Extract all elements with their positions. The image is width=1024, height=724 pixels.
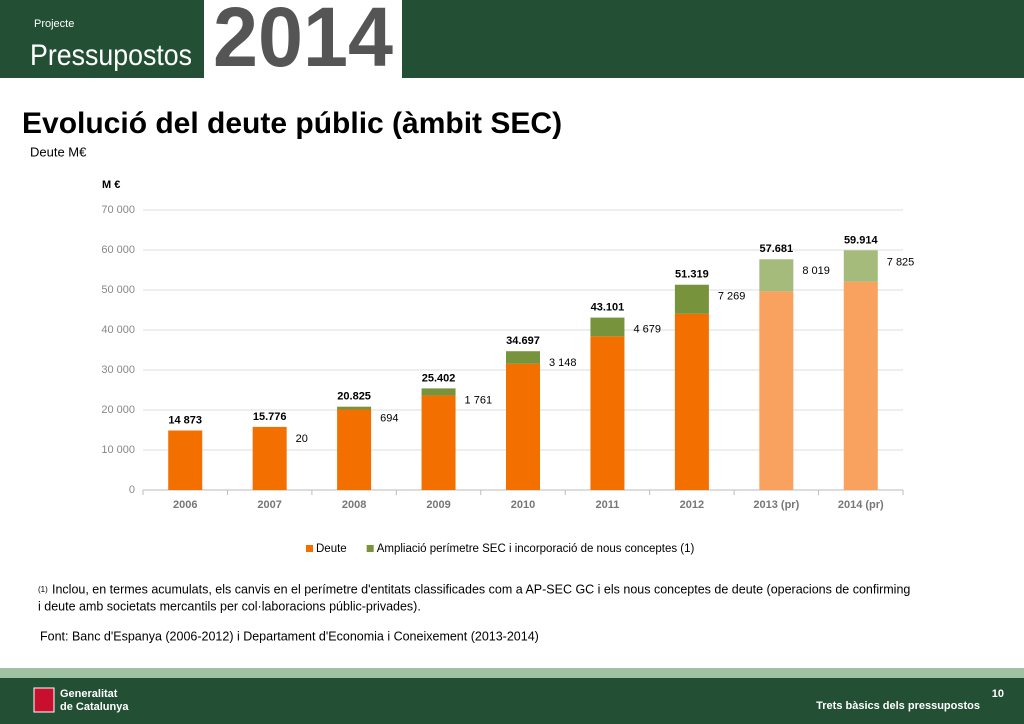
x-tick-label: 2011 <box>596 499 620 511</box>
y-axis-label: M € <box>102 179 120 191</box>
total-label: 15.776 <box>253 411 287 423</box>
y-tick-label: 20 000 <box>101 404 135 416</box>
data-label: 7 269 <box>718 291 746 303</box>
source: Font: Banc d'Espanya (2006-2012) i Depar… <box>40 629 539 643</box>
legend-swatch <box>366 545 374 552</box>
x-tick-label: 2012 <box>680 499 704 511</box>
data-label: 4 679 <box>633 324 661 336</box>
data-label: 8 019 <box>802 265 830 277</box>
page-title: Evolució del deute públic (àmbit SEC) <box>22 107 562 140</box>
data-label: 20 <box>296 433 308 445</box>
y-tick-label: 40 000 <box>101 324 135 336</box>
total-label: 20.825 <box>337 391 371 403</box>
total-label: 34.697 <box>506 335 540 347</box>
bar-segment <box>421 395 456 490</box>
header-title: Pressupostos <box>30 39 192 72</box>
x-tick-label: 2010 <box>511 499 535 511</box>
footnote-line: Inclou, en termes acumulats, els canvis … <box>52 582 910 596</box>
bar-segment <box>252 426 287 490</box>
y-tick-label: 30 000 <box>101 364 135 376</box>
y-tick-label: 70 000 <box>101 204 135 216</box>
bar-segment <box>674 284 709 314</box>
x-tick-label: 2006 <box>173 499 197 511</box>
bar-segment <box>506 363 540 490</box>
data-label: 1 761 <box>465 394 493 406</box>
x-tick-label: 2007 <box>257 499 281 511</box>
bar-segment <box>843 250 878 282</box>
total-label: 59.914 <box>844 234 879 246</box>
bar-segment <box>506 351 540 364</box>
bar-segment <box>590 317 625 337</box>
footnote-line: i deute amb societats mercantils per col… <box>38 599 421 613</box>
x-tick-label: 2014 (pr) <box>838 499 884 511</box>
year-box <box>204 0 402 78</box>
footer-band <box>0 678 1024 724</box>
header-band <box>0 0 1024 78</box>
data-label: 7 825 <box>887 256 915 268</box>
org-line: Generalitat <box>60 688 118 700</box>
kicker: Projecte <box>34 18 74 30</box>
total-label: 57.681 <box>760 243 794 255</box>
legend-swatch <box>306 545 313 552</box>
bar-segment <box>843 281 878 490</box>
bar-segment <box>759 291 794 490</box>
subtitle: Deute M€ <box>30 144 87 159</box>
data-label: 3 148 <box>549 357 577 369</box>
footnote-marker: (1) <box>38 585 48 594</box>
total-label: 43.101 <box>591 302 625 314</box>
bar-segment <box>759 259 794 292</box>
legend-label: Deute <box>316 543 347 555</box>
x-tick-label: 2013 (pr) <box>753 499 799 511</box>
y-tick-label: 10 000 <box>101 444 135 456</box>
bar-segment <box>168 430 203 490</box>
data-label: 694 <box>380 413 398 425</box>
header-year: 2014 <box>213 0 393 84</box>
bar-segment <box>590 336 625 490</box>
org-line: de Catalunya <box>60 701 129 713</box>
y-tick-label: 60 000 <box>101 244 135 256</box>
bar-segment <box>337 409 372 490</box>
x-tick-label: 2009 <box>426 499 450 511</box>
legend-label: Ampliació perímetre SEC i incorporació d… <box>377 543 695 555</box>
y-tick-label: 0 <box>129 484 135 496</box>
page-number: 10 <box>992 688 1004 700</box>
bar-segment <box>421 388 456 396</box>
bar-segment <box>674 313 709 490</box>
logo <box>33 687 55 713</box>
bar-segment <box>337 406 372 410</box>
footer-stripe <box>0 668 1024 678</box>
total-label: 25.402 <box>422 372 456 384</box>
total-label: 51.319 <box>675 269 709 281</box>
total-label: 14 873 <box>168 414 202 426</box>
y-tick-label: 50 000 <box>101 284 135 296</box>
x-tick-label: 2008 <box>342 499 366 511</box>
footer-caption: Trets bàsics dels pressupostos <box>816 700 980 712</box>
